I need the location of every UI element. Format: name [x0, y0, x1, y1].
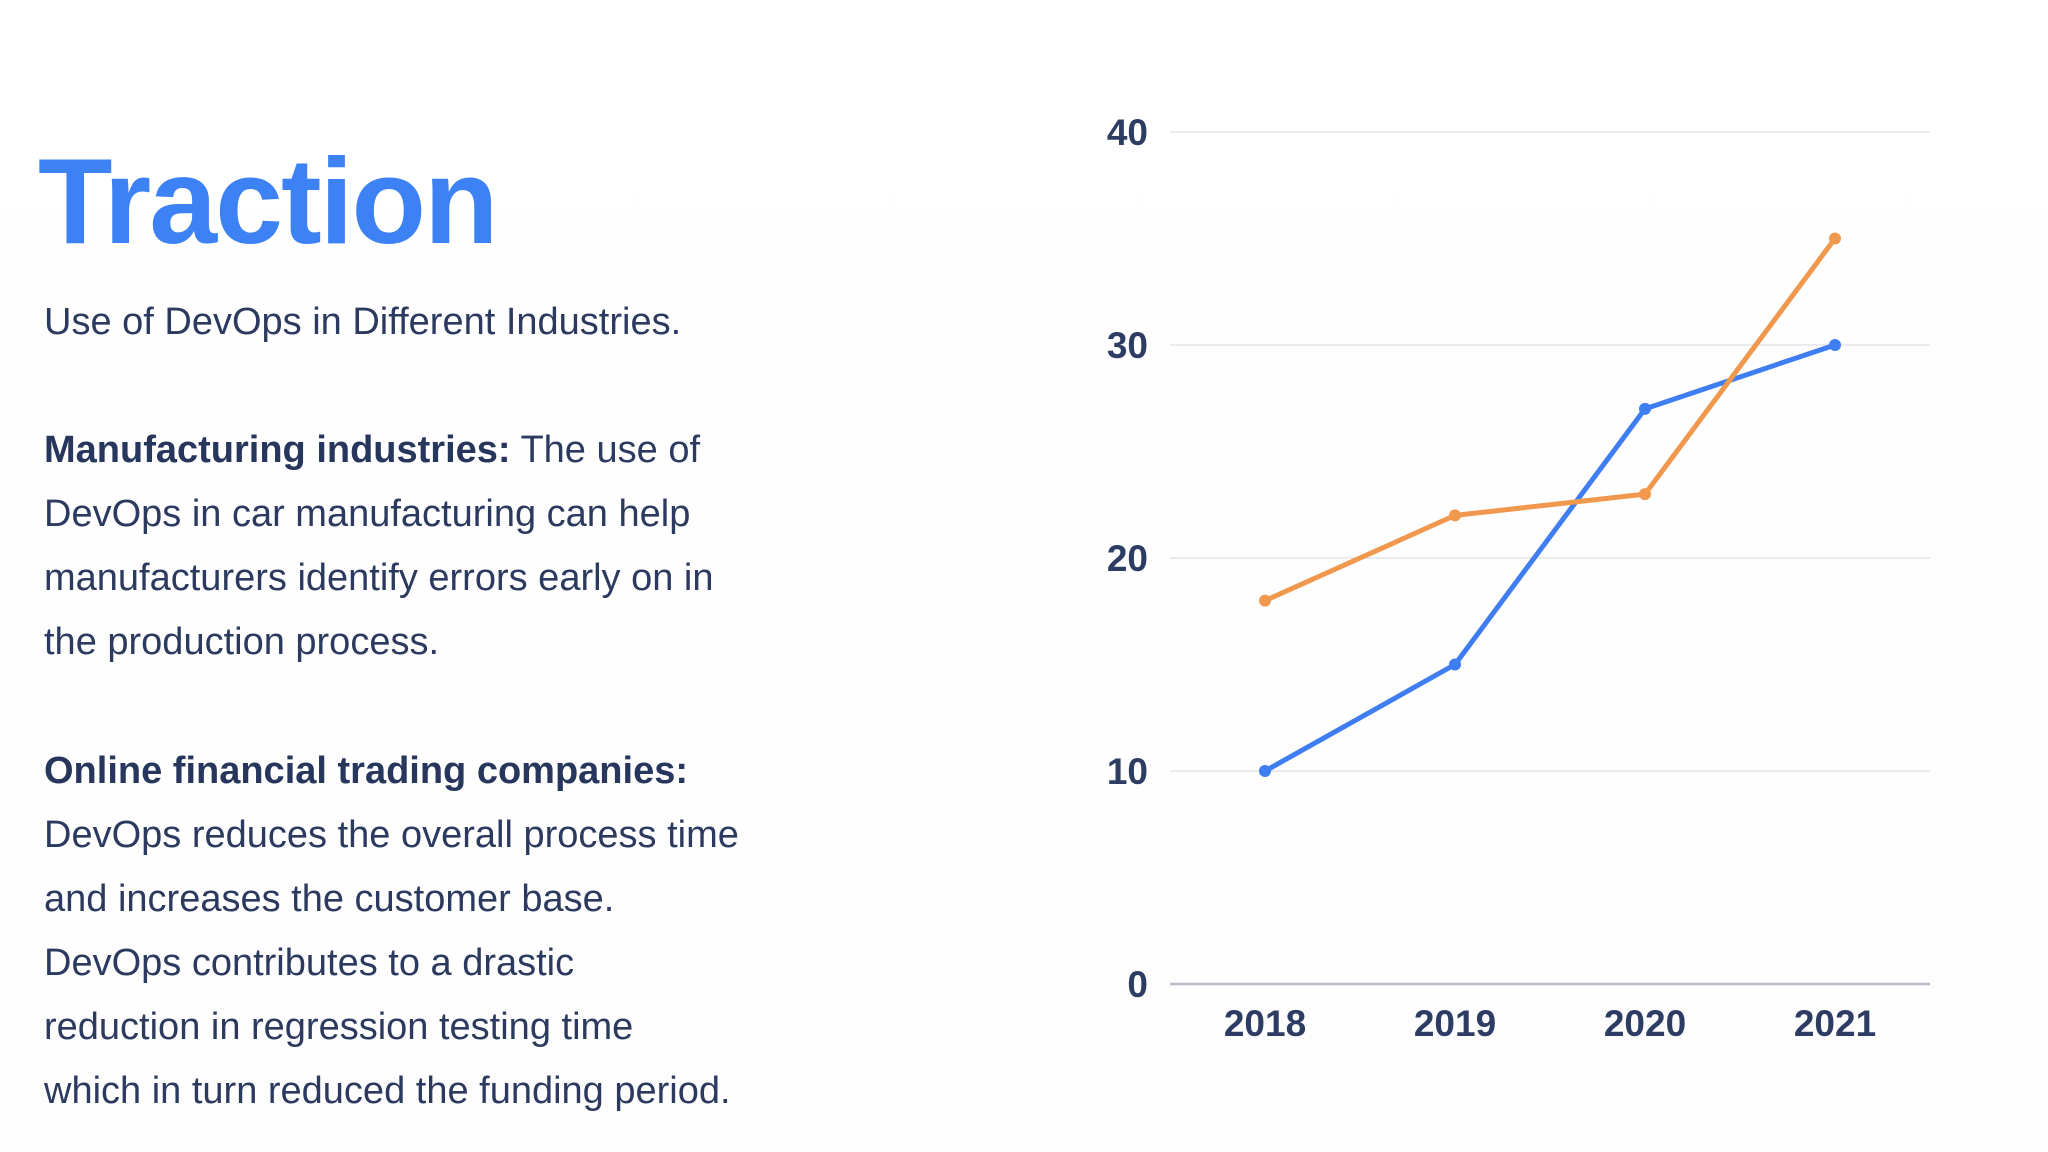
line-orange-series — [1262, 236, 1838, 604]
paragraph-manufacturing: Manufacturing industries: The use of Dev… — [44, 418, 714, 674]
intro-line: Use of DevOps in Different Industries. — [44, 301, 682, 343]
text-line: DevOps contributes to a drastic — [44, 942, 575, 984]
text-span: The use of — [520, 429, 701, 471]
x-axis-tick-label-2019: 2019 — [1414, 1003, 1496, 1044]
y-axis-tick-label-10: 10 — [1107, 751, 1148, 792]
text-line: reduction in regression testing time — [44, 1006, 634, 1048]
text-line: and increases the customer base. — [44, 878, 615, 920]
x-axis-tick-label-2020: 2020 — [1604, 1003, 1686, 1044]
paragraph-heading: Online financial trading companies: — [44, 750, 688, 792]
devops-usage-line-chart: 0 10 20 30 40 2018 2019 2020 2021 — [1060, 80, 2000, 1090]
data-point-orange-series-2019 — [1449, 509, 1461, 522]
chart-canvas: 0 10 20 30 40 2018 2019 2020 2021 — [1107, 112, 1930, 1044]
y-axis-tick-label-40: 40 — [1107, 112, 1148, 153]
y-axis-tick-label-30: 30 — [1107, 325, 1148, 366]
data-point-orange-series-2018 — [1259, 594, 1271, 607]
x-axis-tick-label-2021: 2021 — [1794, 1003, 1876, 1044]
text-line: the production process. — [44, 621, 440, 663]
data-point-blue-series-2020 — [1639, 402, 1651, 415]
text-line: DevOps in car manufacturing can help — [44, 493, 691, 535]
page-title: Traction — [38, 132, 499, 269]
x-axis-tick-label-2018: 2018 — [1224, 1003, 1306, 1044]
text-line: DevOps reduces the overall process time — [44, 814, 739, 856]
data-point-orange-series-2021 — [1829, 232, 1841, 245]
y-axis-tick-label-20: 20 — [1107, 538, 1148, 579]
data-point-blue-series-2021 — [1829, 339, 1841, 351]
text-line: Manufacturing industries: The use of — [44, 418, 714, 482]
paragraph-heading: Manufacturing industries: — [44, 429, 511, 471]
data-point-blue-series-2018 — [1259, 765, 1271, 777]
text-line: manufacturers identify errors early on i… — [44, 557, 714, 599]
y-axis-tick-label-0: 0 — [1127, 964, 1148, 1005]
text-line: which in turn reduced the funding period… — [44, 1070, 731, 1112]
intro-text-block: Use of DevOps in Different Industries. — [44, 290, 681, 354]
line-blue-series — [1262, 342, 1838, 774]
paragraph-financial-trading: Online financial trading companies: DevO… — [44, 739, 739, 1123]
data-point-blue-series-2019 — [1449, 658, 1461, 671]
data-point-orange-series-2020 — [1639, 488, 1651, 501]
